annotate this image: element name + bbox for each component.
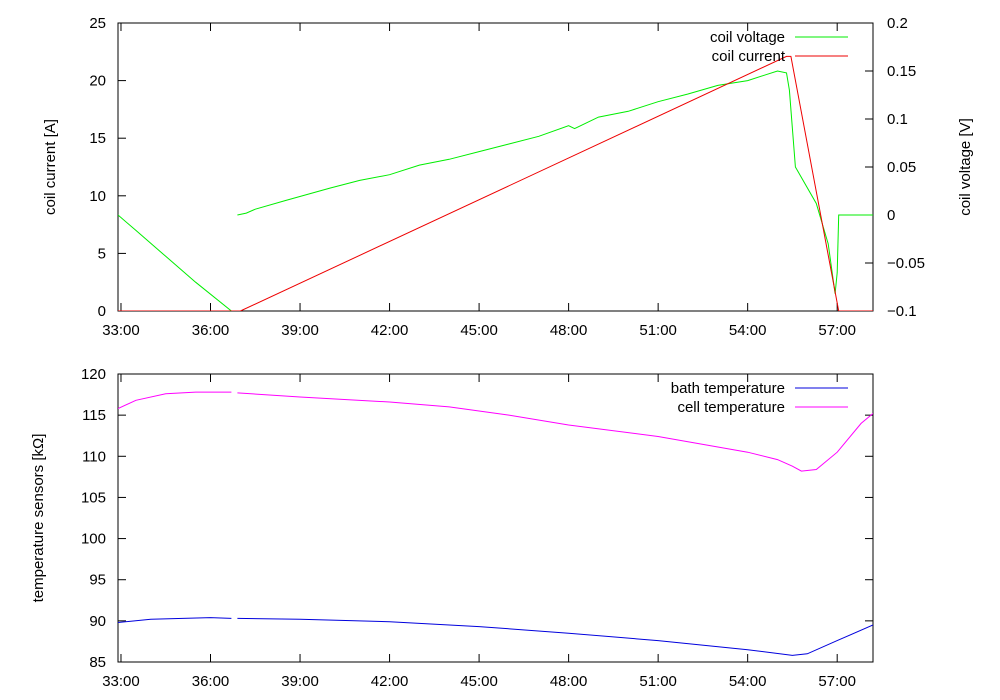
- x-tick-label: 48:00: [550, 322, 588, 339]
- y2-tick-label: 0.1: [887, 111, 908, 128]
- y2-tick-label: 0.2: [887, 15, 908, 32]
- y2-tick-label: 0: [887, 207, 895, 224]
- y-tick-label: 10: [89, 188, 106, 205]
- x-tick-label: 45:00: [460, 322, 498, 339]
- legend-label-coil-voltage: coil voltage: [710, 29, 785, 46]
- series-line-coil-voltage: [237, 70, 873, 294]
- series-line-cell-temperature: [237, 392, 873, 472]
- x-tick-label: 48:00: [550, 673, 588, 690]
- y-tick-label: 110: [82, 448, 106, 465]
- y-tick-label: 90: [89, 613, 106, 630]
- y2-tick-label: 0.15: [887, 63, 916, 80]
- y-axis-label: coil current [A]: [42, 119, 59, 215]
- y-tick-label: 0: [98, 303, 106, 320]
- y-tick-label: 120: [81, 366, 106, 383]
- series-line-cell-temperature: [118, 391, 232, 410]
- x-tick-label: 54:00: [729, 322, 767, 339]
- x-tick-label: 33:00: [102, 322, 140, 339]
- x-tick-label: 42:00: [371, 673, 409, 690]
- temperature-panel: 33:00 36:00 39:00 42:00 45:00 48:00 51:00 54:00…: [30, 366, 874, 690]
- legend-label-bath-temperature: bath temperature: [671, 380, 785, 397]
- x-tick-label: 36:00: [192, 322, 230, 339]
- series-line-bath-temperature: [118, 617, 232, 623]
- coil-panel: 33:00 36:00 39:00 42:00 45:00 48:00 51:00 54:00…: [42, 15, 974, 339]
- y-axis-label: temperature sensors [kΩ]: [30, 434, 47, 603]
- x-tick-label: 33:00: [102, 673, 140, 690]
- y-tick-label: 85: [89, 654, 106, 671]
- series-line-coil-voltage: [118, 214, 232, 311]
- x-tick-label: 45:00: [460, 673, 498, 690]
- legend-label-coil-current: coil current: [712, 48, 786, 65]
- y-tick-label: 5: [98, 245, 106, 262]
- x-tick-label: 39:00: [281, 322, 319, 339]
- y2-tick-label: −0.1: [887, 303, 917, 320]
- y2-tick-label: −0.05: [887, 255, 925, 272]
- x-tick-label: 36:00: [192, 673, 230, 690]
- series-line-coil-current: [118, 55, 873, 311]
- y-tick-label: 95: [89, 572, 106, 589]
- x-tick-label: 54:00: [729, 673, 767, 690]
- legend-label-cell-temperature: cell temperature: [677, 399, 785, 416]
- x-tick-label: 51:00: [639, 322, 677, 339]
- y-tick-label: 105: [81, 489, 106, 506]
- x-tick-label: 57:00: [818, 673, 856, 690]
- x-tick-label: 51:00: [639, 673, 677, 690]
- y-tick-label: 100: [81, 531, 106, 548]
- plot-frame: [117, 22, 874, 312]
- plot-frame: [117, 373, 874, 663]
- y2-axis-label: coil voltage [V]: [957, 118, 974, 216]
- y2-tick-label: 0.05: [887, 159, 916, 176]
- y-tick-label: 15: [89, 130, 106, 147]
- x-tick-label: 57:00: [818, 322, 856, 339]
- x-tick-label: 42:00: [371, 322, 409, 339]
- y-tick-label: 25: [89, 15, 106, 32]
- y-tick-label: 20: [89, 73, 106, 90]
- x-tick-label: 39:00: [281, 673, 319, 690]
- series-line-bath-temperature: [237, 617, 873, 656]
- y-tick-label: 115: [82, 407, 106, 424]
